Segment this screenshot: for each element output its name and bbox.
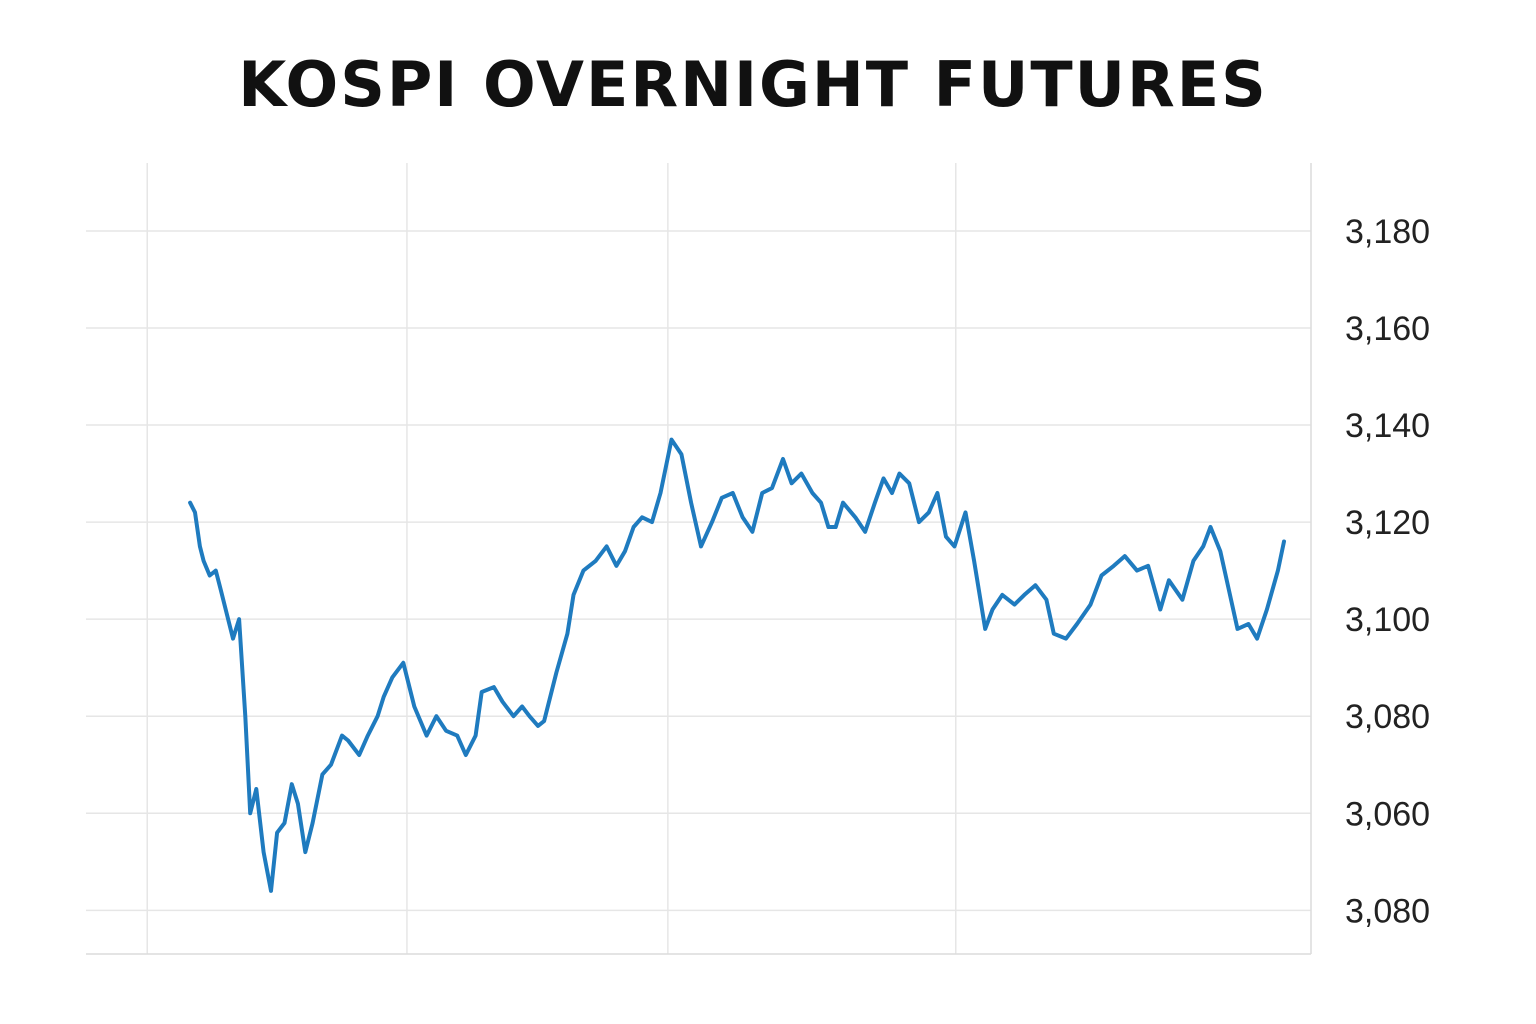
y-tick-label: 3,100 (1345, 601, 1430, 639)
y-tick-label: 3,140 (1345, 407, 1430, 445)
y-tick-label: 3,060 (1345, 795, 1430, 833)
series-line-0 (188, 437, 1286, 893)
y-axis-ticks: 3,180 3,160 3,140 3,120 3,100 3,080 3,060 3,080 (1345, 213, 1430, 930)
series-layer (188, 437, 1286, 893)
y-tick-label: 3,160 (1345, 310, 1430, 348)
chart-title: KOSPI OVERNIGHT FUTURES (238, 48, 1268, 121)
y-tick-label: 3,080 (1345, 698, 1430, 736)
grid (86, 163, 1311, 954)
y-tick-label: 3,120 (1345, 504, 1430, 542)
y-tick-label: 3,180 (1345, 213, 1430, 251)
y-tick-label: 3,080 (1345, 892, 1430, 930)
plot-frame (86, 163, 1312, 955)
